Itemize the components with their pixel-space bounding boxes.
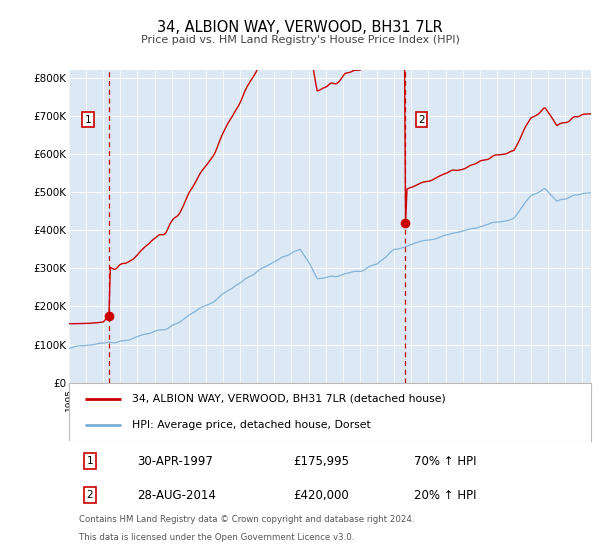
- Text: 34, ALBION WAY, VERWOOD, BH31 7LR: 34, ALBION WAY, VERWOOD, BH31 7LR: [157, 20, 443, 35]
- Text: 1: 1: [86, 456, 93, 466]
- Text: 30-APR-1997: 30-APR-1997: [137, 455, 213, 468]
- Text: 34, ALBION WAY, VERWOOD, BH31 7LR (detached house): 34, ALBION WAY, VERWOOD, BH31 7LR (detac…: [131, 394, 445, 404]
- Text: £175,995: £175,995: [293, 455, 349, 468]
- Text: Contains HM Land Registry data © Crown copyright and database right 2024.: Contains HM Land Registry data © Crown c…: [79, 515, 415, 524]
- Text: 1: 1: [85, 115, 91, 124]
- Text: £420,000: £420,000: [293, 488, 349, 502]
- Text: Price paid vs. HM Land Registry's House Price Index (HPI): Price paid vs. HM Land Registry's House …: [140, 35, 460, 45]
- Text: 70% ↑ HPI: 70% ↑ HPI: [413, 455, 476, 468]
- Text: 2: 2: [86, 490, 93, 500]
- Text: This data is licensed under the Open Government Licence v3.0.: This data is licensed under the Open Gov…: [79, 533, 355, 542]
- Text: 28-AUG-2014: 28-AUG-2014: [137, 488, 216, 502]
- Text: HPI: Average price, detached house, Dorset: HPI: Average price, detached house, Dors…: [131, 421, 370, 431]
- Text: 2: 2: [418, 115, 425, 124]
- Text: 20% ↑ HPI: 20% ↑ HPI: [413, 488, 476, 502]
